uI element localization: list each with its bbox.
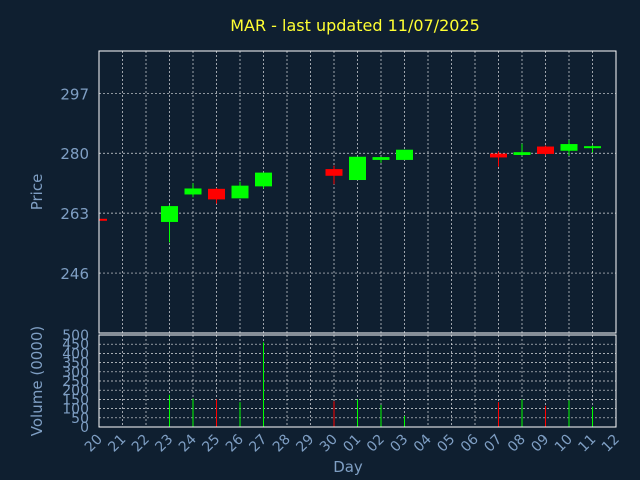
day-tick-label: 01 [340, 432, 364, 456]
chart-title: MAR - last updated 11/07/2025 [230, 16, 480, 35]
day-tick-label: 02 [364, 432, 388, 456]
candle-11 [584, 145, 601, 153]
day-tick-label: 25 [199, 432, 223, 456]
candle-body [99, 218, 107, 221]
day-tick-label: 09 [528, 432, 552, 456]
candle-body [184, 188, 202, 195]
candle-20 [98, 218, 107, 221]
candle-body [231, 185, 249, 199]
candle-30 [325, 165, 343, 185]
volume-tick-label: 350 [62, 356, 89, 372]
day-tick-label: 23 [152, 432, 176, 456]
candle-10 [560, 139, 578, 156]
candle-23 [161, 205, 178, 243]
price-axis-label: Price [28, 174, 46, 211]
candle-body [208, 188, 225, 200]
candle-24 [184, 183, 202, 198]
candle-body [513, 152, 531, 155]
candle-body [349, 156, 366, 181]
day-tick-label: 05 [434, 432, 458, 456]
candle-02 [372, 156, 390, 163]
candle-body [325, 169, 343, 176]
day-tick-label: 12 [599, 432, 623, 456]
candle-body [560, 144, 578, 151]
candle-body [537, 146, 554, 154]
volume-tick-label: 500 [62, 328, 89, 344]
day-tick-label: 29 [293, 432, 317, 456]
price-tick-labels: 246 263 280 297 [60, 85, 89, 283]
candle-body [584, 146, 601, 149]
volume-panel-frame [98, 334, 617, 428]
volume-axis-label: Volume (0000) [28, 326, 46, 436]
volume-tick-label: 450 [62, 337, 89, 353]
day-tick-label: 22 [129, 432, 153, 456]
day-tick-label: 04 [411, 431, 435, 455]
volume-tick-label: 250 [62, 374, 89, 390]
day-tick-label: 07 [481, 432, 505, 456]
day-tick-label: 06 [458, 431, 482, 455]
volume-tick-label: 100 [62, 402, 89, 418]
price-tick-label: 297 [60, 85, 89, 103]
candle-body [490, 153, 507, 158]
price-tick-label: 263 [60, 205, 89, 223]
day-tick-label: 03 [387, 432, 411, 456]
candle-08 [513, 143, 531, 156]
day-axis-label: Day [333, 458, 363, 476]
volume-tick-label: 300 [62, 365, 89, 381]
candle-25 [208, 188, 225, 204]
candle-body [161, 206, 178, 222]
candle-body [372, 157, 390, 160]
price-grid [98, 51, 617, 333]
candle-body [396, 149, 413, 160]
candle-26 [231, 181, 249, 199]
day-tick-label: 27 [246, 432, 270, 456]
price-panel-frame [98, 50, 617, 334]
candle-09 [537, 145, 554, 156]
candle-body [255, 172, 272, 187]
day-tick-label: 28 [270, 432, 294, 456]
price-tick-label: 246 [60, 265, 89, 283]
price-candles [98, 139, 601, 243]
day-tick-label: 26 [223, 431, 247, 455]
candle-27 [255, 172, 272, 189]
candle-07 [490, 151, 507, 167]
day-tick-label: 11 [575, 432, 599, 456]
day-tick-label: 08 [505, 432, 529, 456]
candle-03 [396, 149, 413, 160]
day-tick-label: 10 [552, 432, 576, 456]
volume-tick-label: 50 [71, 411, 89, 427]
day-tick-label: 21 [105, 432, 129, 456]
volume-bars [169, 342, 593, 427]
volume-tick-label: 400 [62, 346, 89, 362]
day-tick-labels: 20 21 22 23 24 25 26 27 28 29 30 01 02 03 04 05 06 07 08 09… [82, 431, 623, 455]
price-tick-label: 280 [60, 145, 89, 163]
day-tick-label: 24 [176, 431, 200, 455]
volume-tick-label: 0 [80, 420, 89, 436]
day-tick-label: 30 [317, 432, 341, 456]
volume-tick-label: 200 [62, 383, 89, 399]
volume-tick-label: 150 [62, 392, 89, 408]
candle-01 [349, 156, 366, 181]
